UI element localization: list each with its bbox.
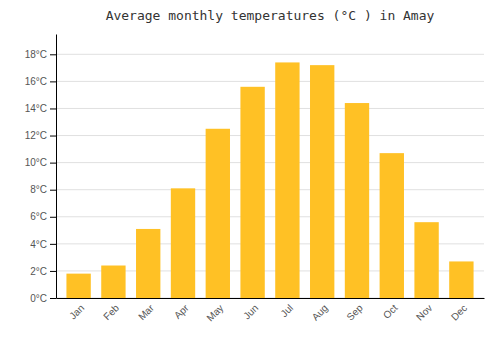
grid-line	[56, 162, 484, 163]
y-tick: 8°C	[30, 184, 56, 195]
x-tick-label: Sep	[344, 302, 365, 323]
bar	[136, 229, 160, 298]
y-axis-line	[56, 35, 57, 299]
x-tick: Jan	[67, 302, 86, 321]
bar	[101, 266, 125, 298]
x-tick: Mar	[136, 302, 156, 322]
y-tick: 12°C	[25, 130, 56, 141]
y-tick-label: 4°C	[30, 239, 47, 250]
x-tick-label: Feb	[101, 302, 121, 322]
x-tick: Sep	[344, 302, 365, 323]
bar	[345, 103, 369, 298]
y-tick-label: 0°C	[30, 293, 47, 304]
bar	[240, 87, 264, 298]
x-tick: May	[204, 302, 225, 323]
x-tick-label: Jan	[67, 302, 86, 321]
x-tick-label: Jul	[278, 302, 295, 319]
x-tick-label: Mar	[136, 302, 156, 322]
y-tick-label: 8°C	[30, 184, 47, 195]
bar	[414, 222, 438, 298]
y-axis: 0°C 2°C 4°C 6°C 8°C 10°C 12°C 14°C 16°C 18°C	[25, 35, 57, 304]
x-tick: Apr	[172, 302, 191, 321]
x-tick-label: Jun	[241, 302, 260, 321]
bar	[380, 153, 404, 298]
bar	[206, 129, 230, 298]
x-tick-label: May	[204, 302, 225, 323]
y-tick-label: 10°C	[25, 157, 47, 168]
y-tick-mark	[50, 163, 56, 164]
x-tick: Jun	[241, 302, 260, 321]
y-tick-label: 6°C	[30, 211, 47, 222]
x-tick: Jul	[278, 302, 295, 319]
x-tick-label: Dec	[449, 302, 469, 322]
grid-line	[56, 108, 484, 109]
grid-line	[56, 189, 484, 190]
chart-svg: Jan Feb Mar Apr May Jun Jul Aug Sep Oct Nov Dec 0°C 2…	[0, 0, 500, 350]
y-tick-mark	[50, 81, 56, 82]
bar	[310, 65, 334, 298]
y-tick: 2°C	[30, 266, 56, 277]
x-tick: Nov	[414, 302, 434, 322]
y-tick-mark	[50, 54, 56, 55]
x-tick: Oct	[381, 302, 400, 321]
y-tick-mark	[50, 244, 56, 245]
y-tick-mark	[50, 190, 56, 191]
y-tick-mark	[50, 271, 56, 272]
x-tick-label: Aug	[310, 302, 330, 322]
grid-line	[56, 216, 484, 217]
y-tick-label: 2°C	[30, 266, 47, 277]
bar	[275, 62, 299, 298]
chart-container: Jan Feb Mar Apr May Jun Jul Aug Sep Oct Nov Dec 0°C 2…	[0, 0, 500, 350]
bar	[171, 188, 195, 298]
bar	[449, 261, 473, 298]
y-tick-mark	[50, 217, 56, 218]
y-tick-label: 14°C	[25, 103, 47, 114]
y-tick: 10°C	[25, 157, 56, 168]
grid	[56, 54, 484, 298]
y-tick-mark	[50, 298, 56, 299]
y-tick: 18°C	[25, 49, 56, 60]
y-tick-label: 12°C	[25, 130, 47, 141]
x-tick-label: Apr	[172, 302, 191, 321]
x-tick-label: Nov	[414, 302, 434, 322]
grid-line	[56, 135, 484, 136]
y-tick: 0°C	[30, 293, 56, 304]
plot: Jan Feb Mar Apr May Jun Jul Aug Sep Oct Nov Dec 0°C 2…	[25, 35, 485, 324]
bar	[66, 274, 90, 298]
x-tick-label: Oct	[381, 302, 400, 321]
y-tick: 6°C	[30, 211, 56, 222]
grid-line	[56, 54, 484, 55]
grid-line	[56, 81, 484, 82]
y-tick-label: 18°C	[25, 49, 47, 60]
y-tick: 16°C	[25, 76, 56, 87]
y-tick-mark	[50, 136, 56, 137]
bars	[66, 62, 473, 298]
y-tick: 4°C	[30, 239, 56, 250]
title: Average monthly temperatures (°C ) in Am…	[106, 8, 435, 23]
y-tick: 14°C	[25, 103, 56, 114]
x-axis: Jan Feb Mar Apr May Jun Jul Aug Sep Oct Nov Dec	[57, 299, 485, 324]
x-tick: Dec	[449, 302, 469, 322]
y-tick-label: 16°C	[25, 76, 47, 87]
x-axis-line	[57, 298, 485, 299]
y-tick-mark	[50, 108, 56, 109]
x-tick: Feb	[101, 302, 121, 322]
x-tick: Aug	[310, 302, 330, 322]
